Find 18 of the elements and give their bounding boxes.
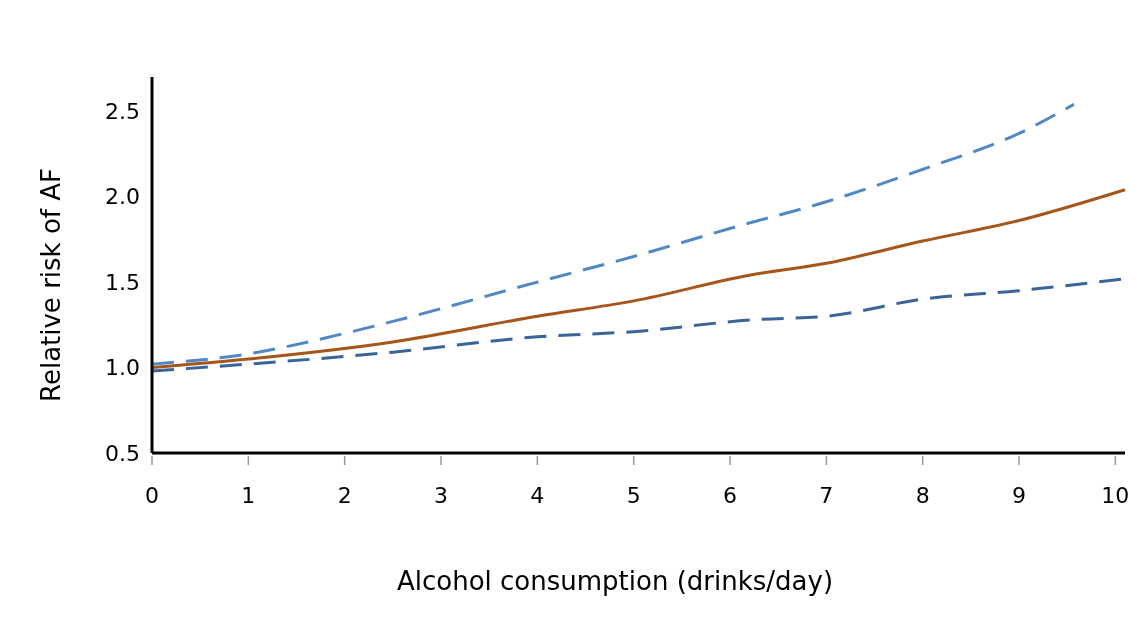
y-tick-label: 2.5 xyxy=(105,98,140,124)
x-axis-title: Alcohol consumption (drinks/day) xyxy=(396,566,834,596)
y-tick-label: 1.5 xyxy=(105,269,140,295)
y-tick-label: 1.0 xyxy=(105,355,140,381)
y-tick-label: 0.5 xyxy=(105,440,140,466)
x-tick-label: 9 xyxy=(1012,483,1027,508)
x-tick-label: 4 xyxy=(530,483,545,508)
x-tick-label: 10 xyxy=(1101,483,1130,508)
x-tick-label: 6 xyxy=(723,483,738,508)
y-axis-title: Relative risk of AF xyxy=(36,168,66,402)
x-tick-label: 0 xyxy=(145,483,159,508)
x-tick-label: 1 xyxy=(241,483,256,508)
x-tick-label: 3 xyxy=(434,483,449,508)
x-tick-label: 7 xyxy=(819,483,834,508)
y-tick-label: 2.0 xyxy=(105,184,140,210)
x-tick-label: 2 xyxy=(337,483,352,508)
x-tick-label: 8 xyxy=(915,483,930,508)
x-tick-label: 5 xyxy=(626,483,641,508)
